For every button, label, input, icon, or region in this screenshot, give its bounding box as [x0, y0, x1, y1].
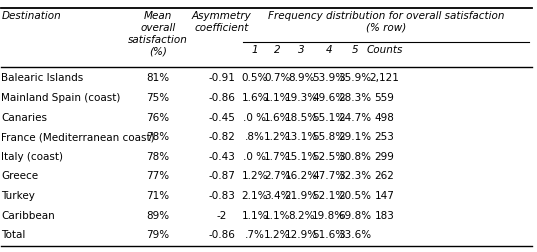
Text: 3: 3 [297, 45, 304, 55]
Text: -0.86: -0.86 [208, 229, 235, 239]
Text: 69.8%: 69.8% [338, 210, 371, 220]
Text: Italy (coast): Italy (coast) [2, 151, 63, 161]
Text: 32.3%: 32.3% [338, 171, 371, 181]
Text: Frequency distribution for overall satisfaction
(% row): Frequency distribution for overall satis… [267, 11, 504, 33]
Text: 55.1%: 55.1% [312, 112, 345, 122]
Text: 559: 559 [374, 93, 394, 103]
Text: 53.9%: 53.9% [312, 73, 345, 83]
Text: 79%: 79% [146, 229, 170, 239]
Text: 81%: 81% [146, 73, 170, 83]
Text: 262: 262 [374, 171, 394, 181]
Text: 12.9%: 12.9% [285, 229, 318, 239]
Text: 1.1%: 1.1% [264, 210, 291, 220]
Text: .8%: .8% [245, 132, 265, 142]
Text: Balearic Islands: Balearic Islands [2, 73, 84, 83]
Text: 33.6%: 33.6% [338, 229, 371, 239]
Text: 498: 498 [374, 112, 394, 122]
Text: 2: 2 [274, 45, 280, 55]
Text: 253: 253 [374, 132, 394, 142]
Text: .0 %: .0 % [243, 151, 266, 161]
Text: 18.5%: 18.5% [285, 112, 318, 122]
Text: 30.8%: 30.8% [338, 151, 371, 161]
Text: 15.1%: 15.1% [285, 151, 318, 161]
Text: 1.6%: 1.6% [242, 93, 268, 103]
Text: 13.1%: 13.1% [285, 132, 318, 142]
Text: 35.9%: 35.9% [338, 73, 371, 83]
Text: -0.45: -0.45 [208, 112, 235, 122]
Text: 299: 299 [374, 151, 394, 161]
Text: 147: 147 [374, 190, 394, 200]
Text: Asymmetry
coefficient: Asymmetry coefficient [192, 11, 251, 33]
Text: 24.7%: 24.7% [338, 112, 371, 122]
Text: 1: 1 [252, 45, 258, 55]
Text: -0.82: -0.82 [208, 132, 235, 142]
Text: 78%: 78% [146, 132, 170, 142]
Text: 8.2%: 8.2% [288, 210, 314, 220]
Text: 0.5%: 0.5% [242, 73, 268, 83]
Text: 1.2%: 1.2% [242, 171, 268, 181]
Text: 52.1%: 52.1% [312, 190, 345, 200]
Text: 51.6%: 51.6% [312, 229, 345, 239]
Text: Turkey: Turkey [2, 190, 35, 200]
Text: 1.2%: 1.2% [264, 132, 291, 142]
Text: 8.9%: 8.9% [288, 73, 314, 83]
Text: 1.1%: 1.1% [242, 210, 268, 220]
Text: 16.2%: 16.2% [285, 171, 318, 181]
Text: Mainland Spain (coast): Mainland Spain (coast) [2, 93, 121, 103]
Text: Total: Total [2, 229, 26, 239]
Text: Mean
overall
satisfaction
(%): Mean overall satisfaction (%) [128, 11, 188, 56]
Text: -0.86: -0.86 [208, 93, 235, 103]
Text: Canaries: Canaries [2, 112, 47, 122]
Text: -0.87: -0.87 [208, 171, 235, 181]
Text: 3.4%: 3.4% [264, 190, 291, 200]
Text: 29.1%: 29.1% [338, 132, 371, 142]
Text: 4: 4 [325, 45, 332, 55]
Text: 71%: 71% [146, 190, 170, 200]
Text: 28.3%: 28.3% [338, 93, 371, 103]
Text: Destination: Destination [2, 11, 61, 21]
Text: -2: -2 [216, 210, 227, 220]
Text: 47.7%: 47.7% [312, 171, 345, 181]
Text: 78%: 78% [146, 151, 170, 161]
Text: 52.5%: 52.5% [312, 151, 345, 161]
Text: 1.7%: 1.7% [264, 151, 291, 161]
Text: -0.91: -0.91 [208, 73, 235, 83]
Text: -0.83: -0.83 [208, 190, 235, 200]
Text: 2,121: 2,121 [369, 73, 400, 83]
Text: Counts: Counts [366, 45, 403, 55]
Text: France (Mediterranean coast): France (Mediterranean coast) [2, 132, 155, 142]
Text: 5: 5 [351, 45, 358, 55]
Text: 183: 183 [374, 210, 394, 220]
Text: -0.43: -0.43 [208, 151, 235, 161]
Text: 2.7%: 2.7% [264, 171, 291, 181]
Text: 77%: 77% [146, 171, 170, 181]
Text: 76%: 76% [146, 112, 170, 122]
Text: 55.8%: 55.8% [312, 132, 345, 142]
Text: .0 %: .0 % [243, 112, 266, 122]
Text: .7%: .7% [245, 229, 265, 239]
Text: 19.8%: 19.8% [312, 210, 345, 220]
Text: Caribbean: Caribbean [2, 210, 55, 220]
Text: 19.3%: 19.3% [285, 93, 318, 103]
Text: 75%: 75% [146, 93, 170, 103]
Text: 0.7%: 0.7% [264, 73, 291, 83]
Text: 2.1%: 2.1% [242, 190, 268, 200]
Text: Greece: Greece [2, 171, 39, 181]
Text: 1.1%: 1.1% [264, 93, 291, 103]
Text: 20.5%: 20.5% [338, 190, 371, 200]
Text: 49.6%: 49.6% [312, 93, 345, 103]
Text: 1.2%: 1.2% [264, 229, 291, 239]
Text: 89%: 89% [146, 210, 170, 220]
Text: 1.6%: 1.6% [264, 112, 291, 122]
Text: 21.9%: 21.9% [285, 190, 318, 200]
